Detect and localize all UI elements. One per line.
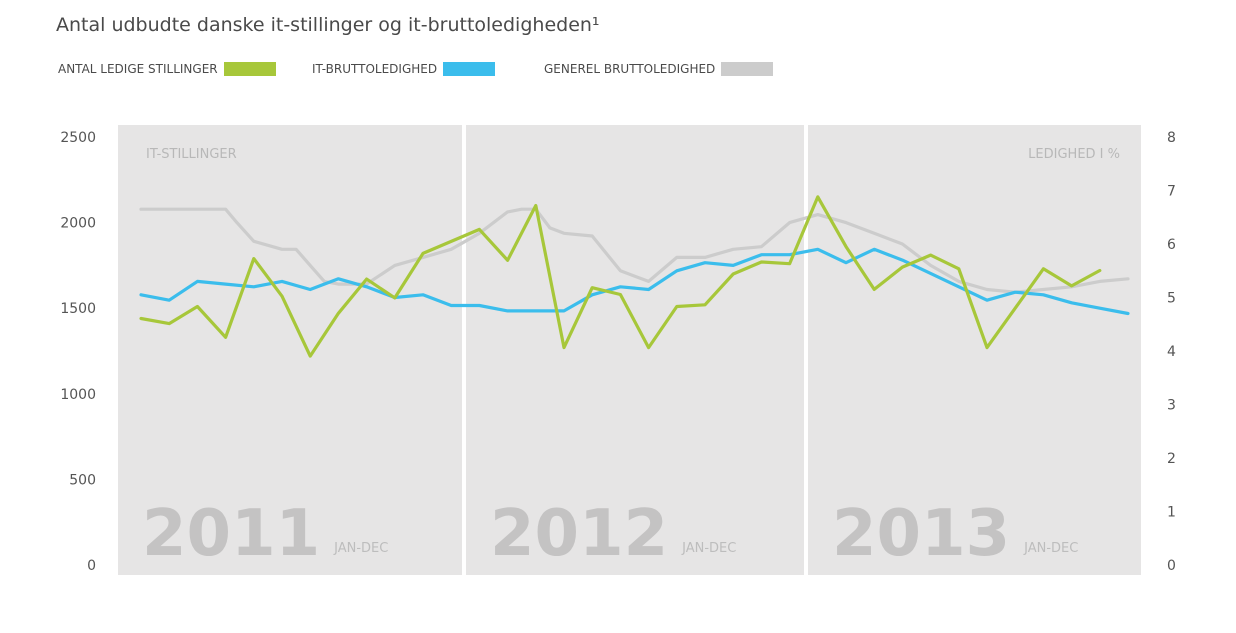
right-axis-label: LEDIGHED I % [1028, 147, 1120, 162]
right-tick-label: 3 [1167, 398, 1176, 414]
right-tick-label: 0 [1167, 558, 1176, 574]
legend-item-vacancies: ANTAL LEDIGE STILLINGER [58, 60, 276, 78]
right-tick-label: 8 [1167, 130, 1176, 146]
legend-label-vacancies: ANTAL LEDIGE STILLINGER [58, 62, 218, 76]
year-panel-2012 [466, 125, 804, 575]
legend-item-general-unemployment: GENEREL BRUTTOLEDIGHED [544, 60, 774, 78]
year-panel-2011 [118, 125, 462, 575]
series-line-antal-ledige-stillinger [139, 195, 1102, 358]
left-tick-label: 1500 [60, 301, 96, 317]
year-label-2011: 2011 [142, 497, 320, 571]
left-tick-label: 2000 [60, 216, 96, 232]
period-label-2013: JAN-DEC [1023, 541, 1078, 556]
right-tick-label: 5 [1167, 291, 1176, 307]
legend-swatch-vacancies [223, 62, 276, 76]
series-line-it-bruttoledighed [139, 247, 1130, 316]
legend-swatch-general-unemployment [721, 62, 774, 76]
legend-item-it-unemployment: IT-BRUTTOLEDIGHED [312, 60, 496, 78]
left-tick-label: 1000 [60, 387, 96, 403]
legend-label-it-unemployment: IT-BRUTTOLEDIGHED [312, 62, 438, 76]
period-label-2011: JAN-DEC [333, 541, 388, 556]
legend-swatch-it-unemployment [443, 62, 496, 76]
left-tick-label: 2500 [60, 130, 96, 146]
year-label-2013: 2013 [832, 497, 1010, 571]
right-tick-label: 2 [1167, 451, 1176, 467]
chart-title: Antal udbudte danske it-stillinger og it… [56, 14, 600, 36]
year-panel-2013 [808, 125, 1141, 575]
right-tick-label: 7 [1167, 184, 1176, 200]
series-line-generel-bruttoledighed [139, 207, 1130, 294]
right-tick-label: 1 [1167, 505, 1176, 521]
left-tick-label: 500 [69, 472, 96, 488]
legend-label-general-unemployment: GENEREL BRUTTOLEDIGHED [544, 62, 716, 76]
right-tick-label: 4 [1167, 344, 1176, 360]
left-tick-label: 0 [87, 558, 96, 574]
left-axis-label: IT-STILLINGER [146, 147, 237, 162]
period-label-2012: JAN-DEC [681, 541, 736, 556]
year-label-2012: 2012 [490, 497, 668, 571]
right-tick-label: 6 [1167, 237, 1176, 253]
